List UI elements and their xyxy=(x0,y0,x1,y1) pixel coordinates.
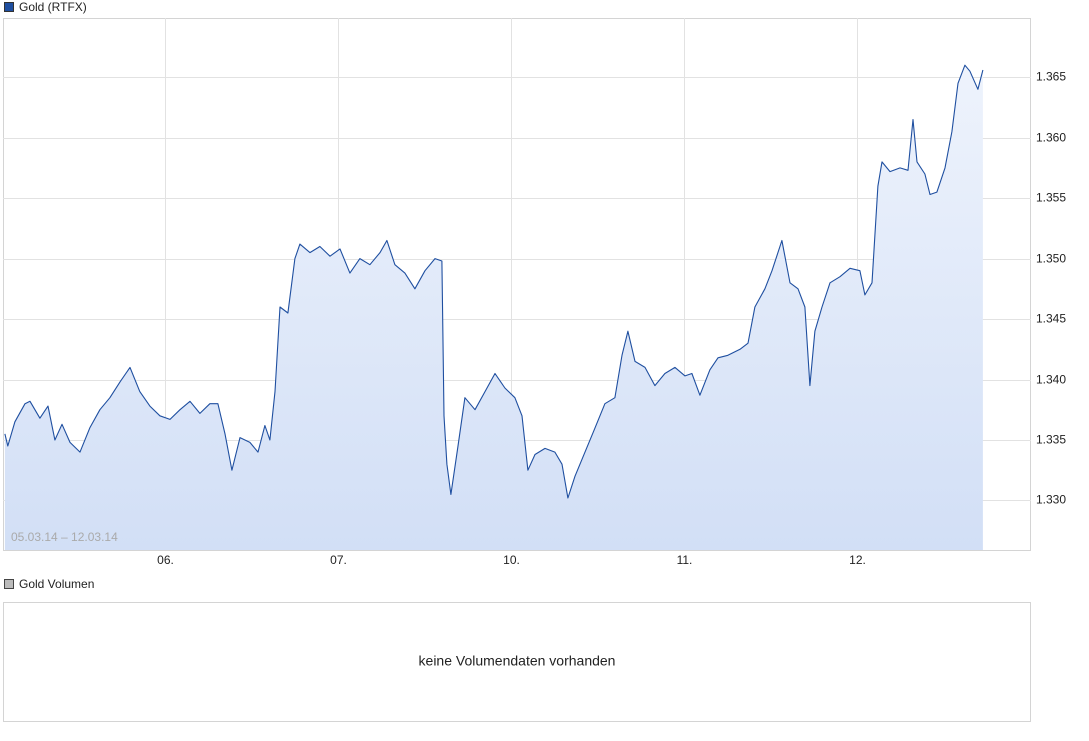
legend-label: Gold Volumen xyxy=(19,577,94,591)
empty-message: keine Volumendaten vorhanden xyxy=(419,653,616,669)
y-tick-label: 1.345 xyxy=(1036,312,1066,326)
y-tick-label: 1.365 xyxy=(1036,70,1066,84)
x-tick-label: 06. xyxy=(157,553,174,567)
y-tick-label: 1.335 xyxy=(1036,433,1066,447)
marks xyxy=(4,64,984,550)
x-tick-label: 11. xyxy=(677,553,693,567)
legend-swatch xyxy=(4,2,14,12)
area-fill xyxy=(4,65,983,550)
x-tick-label: 07. xyxy=(330,553,347,567)
x-tick-label: 10. xyxy=(503,553,520,567)
legend-swatch xyxy=(4,579,14,589)
y-tick-label: 1.355 xyxy=(1036,191,1066,205)
y-tick-label: 1.330 xyxy=(1036,493,1066,507)
y-tick-label: 1.340 xyxy=(1036,373,1066,387)
legend-label: Gold (RTFX) xyxy=(19,0,87,14)
y-tick-label: 1.350 xyxy=(1036,252,1066,266)
volume-frame xyxy=(3,602,1031,722)
y-tick-label: 1.360 xyxy=(1036,131,1066,145)
x-tick-label: 12. xyxy=(849,553,866,567)
price-line xyxy=(4,64,984,499)
chart-subtitle: 05.03.14 – 12.03.14 xyxy=(11,530,118,544)
